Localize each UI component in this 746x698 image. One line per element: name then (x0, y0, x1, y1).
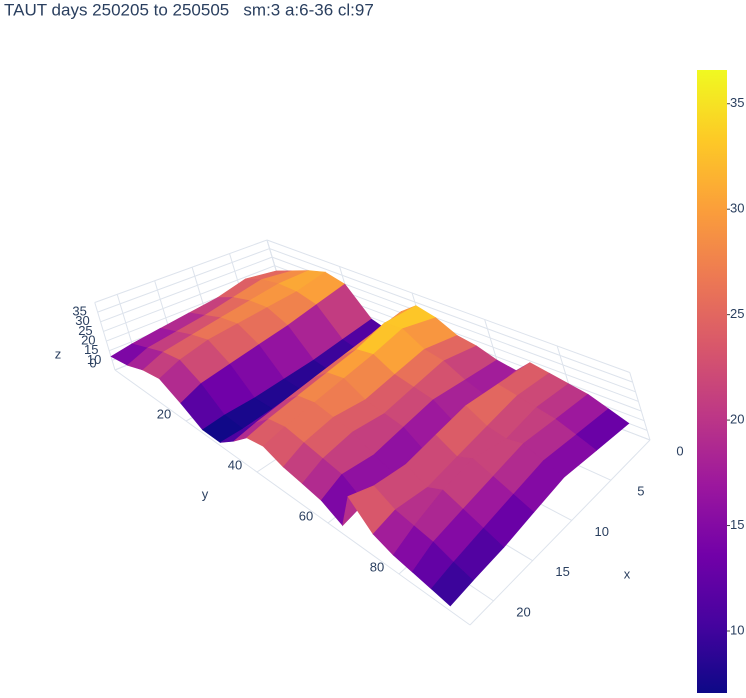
colorbar-tick-label: 25 (730, 306, 744, 321)
z-tick-label: 15 (84, 342, 98, 357)
x-tick-label: 10 (595, 524, 609, 539)
box-edge (94, 302, 116, 371)
box-edge (629, 372, 651, 441)
y-tick-label: 20 (157, 406, 171, 421)
x-tick-label: 20 (516, 604, 530, 619)
z-tick-label: 30 (75, 313, 89, 328)
y-tick-label: 0 (89, 355, 96, 370)
colorbar-tick-label: 10 (730, 622, 744, 637)
x-tick-label: 0 (676, 443, 683, 458)
box-edge (266, 239, 630, 373)
y-axis-title: y (202, 486, 209, 501)
z-grid-line (97, 248, 270, 313)
z-tick-label: 10 (87, 352, 101, 367)
colorbar-tick-label: 30 (730, 201, 744, 216)
surface (110, 270, 630, 607)
y-tick-label: 40 (228, 457, 242, 472)
colorbar (697, 70, 727, 693)
z-tick-label: 35 (72, 304, 86, 319)
y-tick-label: 60 (299, 508, 313, 523)
x-tick-label: 15 (555, 564, 569, 579)
x-tick-label: 5 (637, 484, 644, 499)
box-edge (469, 439, 651, 626)
z-grid-line (269, 248, 633, 383)
z-grid-line (103, 265, 275, 332)
surface-cell (430, 561, 474, 607)
colorbar-tick-label: 20 (730, 412, 744, 427)
box-edge (94, 239, 268, 303)
y-tick-label: 80 (370, 559, 384, 574)
x-axis-title: x (624, 566, 631, 581)
box-edge (114, 369, 471, 626)
z-grid-line (100, 256, 273, 323)
z-tick-label: 20 (81, 333, 95, 348)
z-tick-label: 25 (78, 323, 92, 338)
chart-title: TAUT days 250205 to 250505 sm:3 a:6-36 c… (4, 0, 374, 19)
colorbar-tick-label: 15 (730, 517, 744, 532)
colorbar-tick-label: 35 (730, 95, 744, 110)
z-axis-title: z (55, 346, 62, 361)
